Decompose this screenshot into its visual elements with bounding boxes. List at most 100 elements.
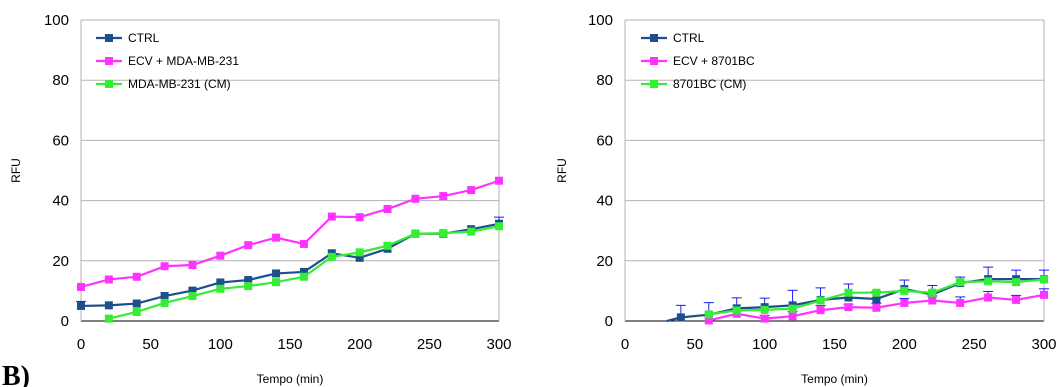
data-point — [244, 282, 253, 291]
data-point — [132, 272, 141, 281]
legend-swatch-marker — [105, 34, 113, 42]
legend-swatch-marker — [105, 80, 113, 88]
data-point — [900, 298, 909, 307]
legend-label: CTRL — [128, 31, 160, 45]
legend-swatch-marker — [650, 57, 658, 65]
series-line — [80, 179, 500, 289]
data-point — [844, 288, 853, 297]
data-point — [216, 284, 225, 293]
legend-item: CTRL — [96, 31, 160, 45]
data-point — [411, 194, 420, 203]
data-point — [872, 295, 881, 304]
data-point — [704, 316, 713, 325]
series-line — [80, 222, 500, 308]
data-point — [104, 275, 113, 284]
data-point — [467, 227, 476, 236]
data-point — [216, 278, 225, 287]
x-tick-label: 50 — [686, 336, 703, 353]
data-point — [788, 312, 797, 321]
y-tick-label: 80 — [52, 72, 69, 89]
legend-swatch-marker — [650, 80, 658, 88]
series-1 — [77, 176, 503, 291]
y-axis-label: RFU — [9, 158, 23, 183]
x-tick-label: 250 — [417, 336, 442, 353]
x-tick-label: 0 — [621, 336, 629, 353]
data-point — [160, 262, 169, 271]
legend-label: ECV + MDA-MB-231 — [128, 54, 239, 68]
data-point — [244, 241, 253, 250]
y-tick-label: 20 — [596, 253, 613, 270]
data-point — [1040, 290, 1048, 299]
data-point — [900, 286, 909, 295]
data-point — [272, 233, 281, 242]
x-tick-label: 0 — [77, 336, 85, 353]
legend-swatch-marker — [650, 34, 658, 42]
legend-label: CTRL — [673, 31, 705, 45]
y-tick-label: 20 — [52, 253, 69, 270]
data-point — [495, 222, 503, 231]
data-point — [77, 282, 85, 291]
y-tick-label: 100 — [44, 12, 69, 29]
y-tick-label: 40 — [596, 193, 613, 210]
data-point — [956, 278, 965, 287]
data-point — [188, 261, 197, 270]
y-tick-label: 60 — [52, 132, 69, 149]
legend-item: CTRL — [641, 31, 705, 45]
data-point — [299, 267, 308, 276]
data-point — [928, 296, 937, 305]
data-point — [299, 272, 308, 281]
x-axis-label: Tempo (min) — [801, 372, 868, 386]
data-point — [816, 306, 825, 315]
legend-label: ECV + 8701BC — [673, 54, 755, 68]
data-point — [984, 277, 993, 286]
data-point — [788, 304, 797, 313]
data-point — [327, 252, 336, 261]
x-tick-label: 100 — [208, 336, 233, 353]
data-point — [355, 253, 364, 262]
data-point — [1012, 295, 1021, 304]
series-2 — [704, 275, 1048, 319]
data-point — [872, 288, 881, 297]
legend-swatch-marker — [105, 57, 113, 65]
panel-letter: B) — [2, 361, 30, 387]
data-point — [760, 305, 769, 314]
data-point — [132, 299, 141, 308]
x-tick-label: 150 — [277, 336, 302, 353]
data-point — [188, 286, 197, 295]
data-point — [928, 288, 937, 297]
y-tick-label: 0 — [61, 313, 69, 330]
data-point — [272, 278, 281, 287]
y-tick-label: 100 — [588, 12, 613, 29]
x-tick-label: 300 — [1031, 336, 1056, 353]
data-point — [104, 314, 113, 323]
data-point — [704, 310, 713, 319]
data-point — [1040, 275, 1048, 284]
x-tick-label: 250 — [962, 336, 987, 353]
data-point — [984, 293, 993, 302]
data-point — [160, 292, 169, 301]
data-point — [299, 239, 308, 248]
data-point — [244, 276, 253, 285]
chart-right: 0 20 40 60 80 100 0 50 100 150 200 250 300 Tempo (min… — [555, 12, 1057, 386]
data-point — [844, 293, 853, 302]
data-point — [160, 298, 169, 307]
data-point — [355, 248, 364, 257]
x-tick-label: 150 — [822, 336, 847, 353]
data-point — [383, 241, 392, 250]
x-tick-label: 200 — [892, 336, 917, 353]
legend-label: 8701BC (CM) — [673, 77, 746, 91]
data-point — [956, 298, 965, 307]
chart-left: 0 20 40 60 80 100 0 50 100 150 200 250 300 Tempo (min… — [9, 12, 512, 386]
data-point — [216, 251, 225, 260]
data-point — [104, 301, 113, 310]
data-point — [439, 192, 448, 201]
data-point — [676, 313, 685, 322]
y-tick-label: 0 — [605, 313, 613, 330]
data-point — [132, 307, 141, 316]
data-point — [872, 303, 881, 312]
legend-item: ECV + MDA-MB-231 — [96, 54, 239, 68]
data-point — [272, 269, 281, 278]
data-point — [844, 303, 853, 312]
data-point — [439, 229, 448, 238]
